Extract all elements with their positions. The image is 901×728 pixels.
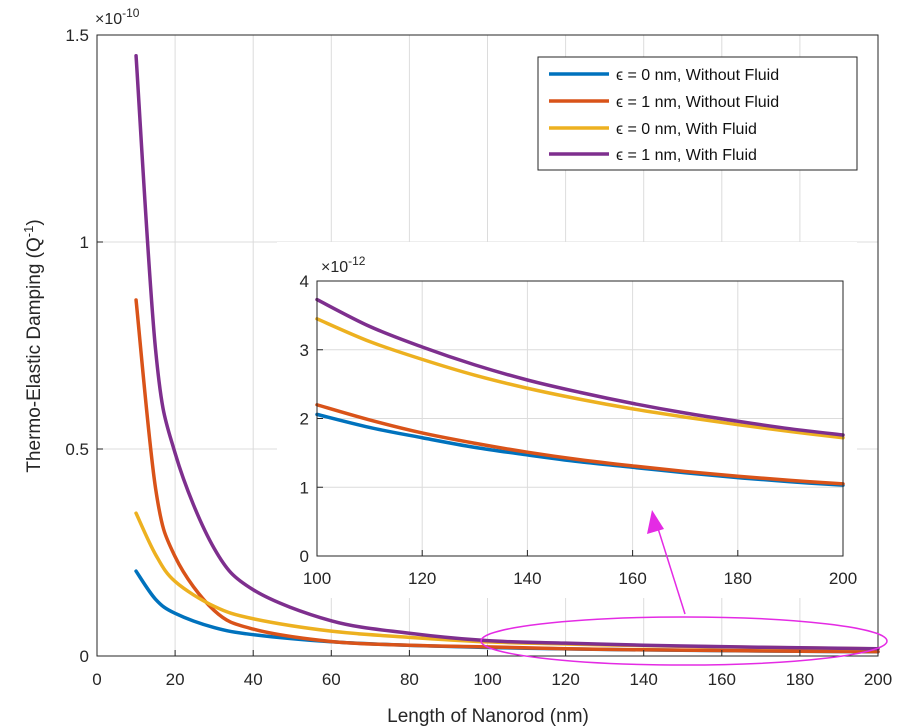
inset-y-tick-label: 0 (300, 547, 309, 566)
main-x-tick-label: 120 (551, 670, 579, 689)
main-x-tick-label: 60 (322, 670, 341, 689)
legend-label-1: ϵ = 1 nm, Without Fluid (616, 94, 779, 111)
main-x-tick-label: 200 (864, 670, 892, 689)
inset-axes (316, 280, 844, 557)
main-y-tick-label: 1.5 (65, 26, 89, 45)
main-axes-frame (96, 34, 879, 657)
main-x-tick-label: 0 (92, 670, 101, 689)
zoom-region-ellipse (480, 616, 888, 666)
inset-x-tick-label: 180 (724, 569, 752, 588)
inset-y-exponent: ×10-12 (321, 254, 366, 276)
main-series-line-3 (134, 53, 880, 651)
main-y-tick-label: 0.5 (65, 440, 89, 459)
main-x-tick-labels: 0 20 40 60 80 100 120 140 160 180 200 (92, 670, 892, 689)
zoom-arrow-shaft (655, 521, 686, 615)
inset-y-tick-label: 3 (300, 341, 309, 360)
main-x-tick-label: 80 (400, 670, 419, 689)
main-x-tick-label: 160 (708, 670, 736, 689)
zoom-arrow-head (647, 510, 664, 534)
main-y-exponent: ×10-10 (95, 6, 140, 28)
main-x-tick-label: 180 (786, 670, 814, 689)
inset-y-tick-label: 1 (300, 478, 309, 497)
y-axis-label: Thermo-Elastic Damping (Q-1) (21, 219, 45, 472)
inset-y-tick-label: 4 (300, 272, 309, 291)
inset-axes-frame (316, 280, 844, 557)
legend-label-0: ϵ = 0 nm, Without Fluid (616, 67, 779, 84)
inset-y-tick-labels: 0 1 2 3 4 (300, 272, 309, 566)
main-x-tick-label: 40 (244, 670, 263, 689)
inset-series-line-2 (315, 317, 845, 440)
main-x-tick-label: 100 (473, 670, 501, 689)
inset-x-tick-label: 100 (303, 569, 331, 588)
inset-series-line-3 (315, 297, 845, 437)
main-y-tick-label: 0 (80, 647, 89, 666)
inset-x-tick-label: 160 (618, 569, 646, 588)
inset-x-tick-label: 120 (408, 569, 436, 588)
main-y-tick-label: 1 (80, 233, 89, 252)
inset-x-tick-label: 200 (829, 569, 857, 588)
main-x-tick-label: 140 (630, 670, 658, 689)
x-axis-label: Length of Nanorod (nm) (387, 706, 589, 727)
inset-x-tick-label: 140 (513, 569, 541, 588)
legend-label-3: ϵ = 1 nm, With Fluid (616, 147, 757, 164)
inset-series-line-1 (315, 403, 845, 486)
legend-label-2: ϵ = 0 nm, With Fluid (616, 121, 757, 138)
main-x-tick-label: 20 (166, 670, 185, 689)
legend-box (537, 56, 858, 171)
inset-series-lines (315, 297, 845, 487)
main-axes (96, 34, 879, 657)
inset-x-tick-labels: 100 120 140 160 180 200 (303, 569, 857, 588)
inset-y-tick-label: 2 (300, 410, 309, 429)
legend: ϵ = 0 nm, Without Fluid ϵ = 1 nm, Withou… (537, 56, 858, 171)
main-y-tick-labels: 0 0.5 1 1.5 (65, 26, 89, 666)
